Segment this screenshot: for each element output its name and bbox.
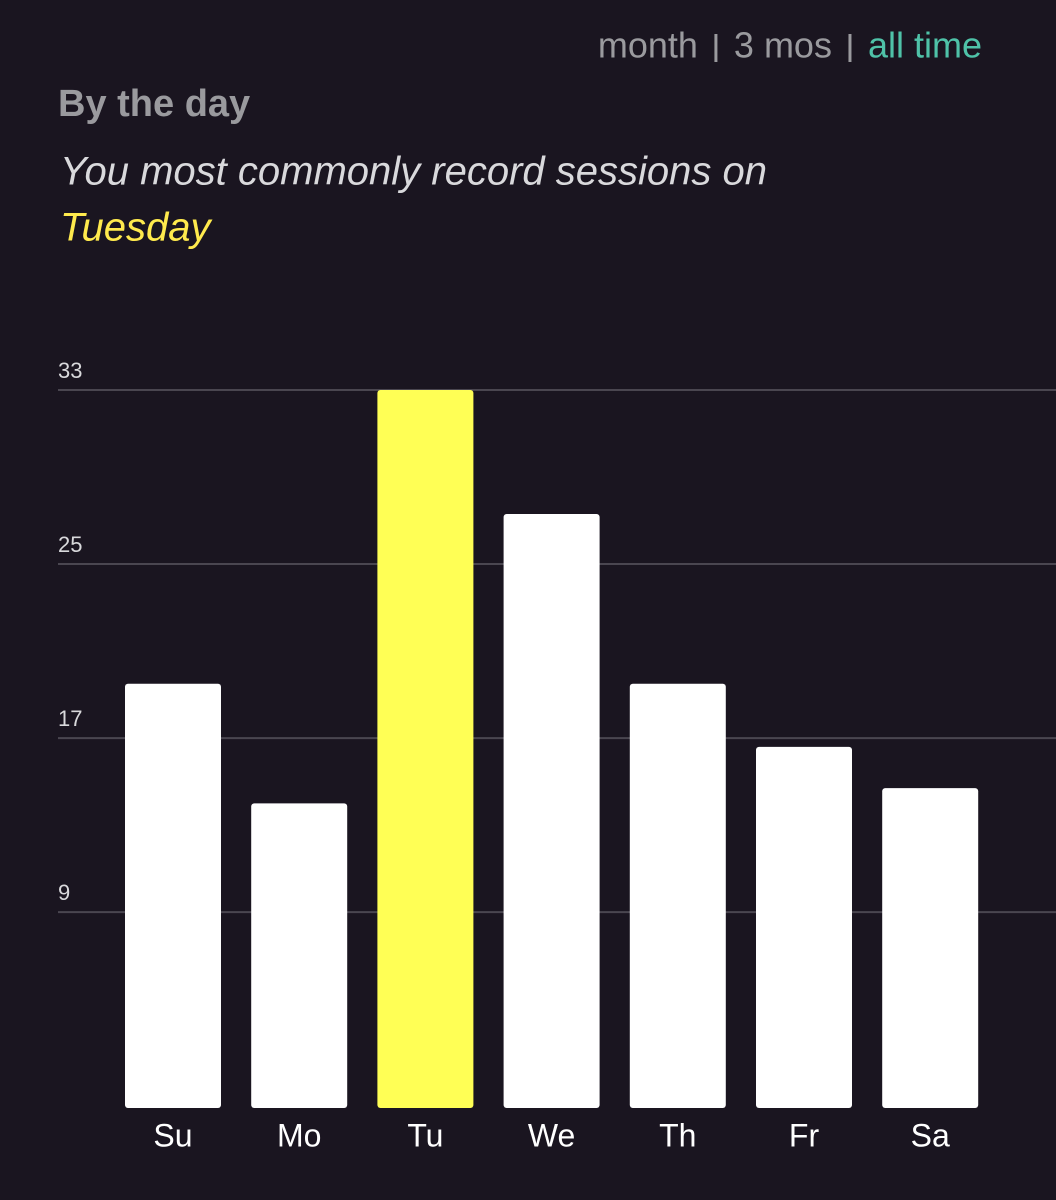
range-tab[interactable]: 3 mos: [734, 25, 832, 66]
x-tick-label: Th: [659, 1117, 696, 1153]
x-tick-label: Sa: [911, 1117, 950, 1153]
x-tick-label: We: [528, 1117, 575, 1153]
bar: [756, 746, 852, 1108]
bar: [377, 390, 474, 1108]
bar: [125, 683, 221, 1108]
bar: [251, 803, 348, 1108]
range-tab[interactable]: month: [598, 25, 698, 66]
x-tick-label: Fr: [789, 1117, 820, 1153]
x-tick-label: Su: [153, 1117, 192, 1153]
range-tab[interactable]: all time: [868, 25, 982, 66]
x-tick-label: Tu: [407, 1117, 443, 1153]
subtitle: You most commonly record sessions on: [60, 150, 767, 194]
section-title: By the day: [58, 83, 250, 125]
y-tick-label: 9: [58, 880, 70, 905]
x-tick-label: Mo: [277, 1117, 321, 1153]
bar: [882, 788, 979, 1108]
bar: [629, 683, 726, 1108]
range-tabs: all time 3 mos month: [598, 25, 982, 66]
y-tick-label: 17: [58, 706, 82, 731]
y-tick-label: 33: [58, 358, 82, 383]
bar: [503, 514, 600, 1108]
y-tick-label: 25: [58, 532, 82, 557]
subtitle-highlight: Tuesday: [60, 206, 213, 250]
